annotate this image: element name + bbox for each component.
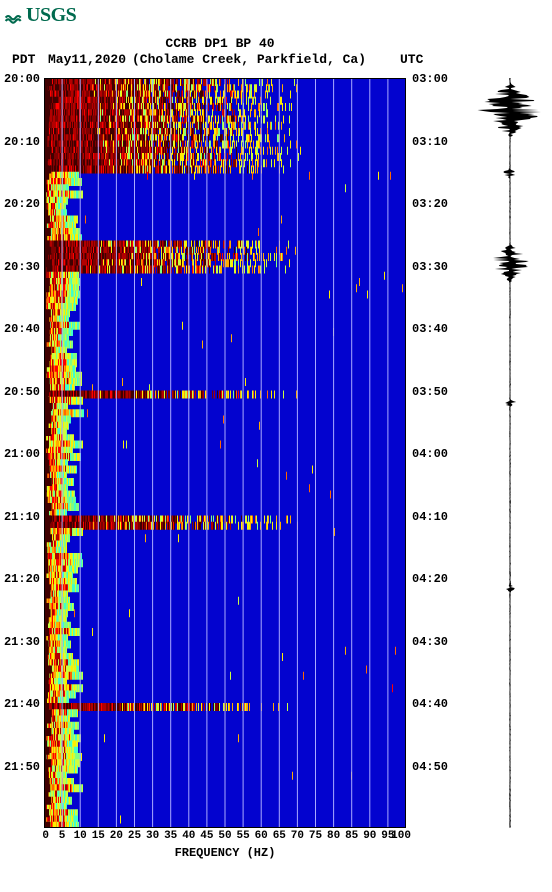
y-right-tick: 04:30 (412, 635, 448, 649)
header-date: May11,2020 (48, 52, 126, 67)
x-tick: 55 (236, 830, 249, 842)
x-axis-label: FREQUENCY (HZ) (44, 846, 406, 860)
y-left-tick: 20:20 (4, 197, 40, 211)
y-right-tick: 04:00 (412, 447, 448, 461)
x-tick: 5 (59, 830, 66, 842)
x-tick: 80 (327, 830, 340, 842)
page-root: USGS CCRB DP1 BP 40 PDT May11,2020 (Chol… (0, 0, 552, 892)
y-left-tick: 21:00 (4, 447, 40, 461)
tz-right: UTC (400, 52, 423, 67)
y-left-tick: 20:50 (4, 385, 40, 399)
y-axis-right: 03:0003:1003:2003:3003:4003:5004:0004:10… (410, 78, 460, 828)
y-axis-left: 20:0020:1020:2020:3020:4020:5021:0021:10… (0, 78, 42, 828)
x-tick: 30 (146, 830, 159, 842)
y-left-tick: 21:20 (4, 572, 40, 586)
y-left-tick: 20:40 (4, 322, 40, 336)
x-tick: 75 (309, 830, 322, 842)
y-right-tick: 03:10 (412, 135, 448, 149)
x-tick: 90 (363, 830, 376, 842)
y-right-tick: 04:40 (412, 697, 448, 711)
y-right-tick: 04:50 (412, 760, 448, 774)
x-tick: 65 (273, 830, 286, 842)
y-right-tick: 04:10 (412, 510, 448, 524)
usgs-text: USGS (26, 4, 76, 27)
tz-left: PDT (12, 52, 35, 67)
y-right-tick: 04:20 (412, 572, 448, 586)
x-tick: 10 (74, 830, 87, 842)
x-tick: 40 (182, 830, 195, 842)
y-left-tick: 20:10 (4, 135, 40, 149)
usgs-logo: USGS (4, 4, 98, 32)
spectrogram-plot (44, 78, 406, 828)
y-left-tick: 21:10 (4, 510, 40, 524)
y-left-tick: 21:50 (4, 760, 40, 774)
y-left-tick: 20:30 (4, 260, 40, 274)
x-tick: 0 (42, 830, 49, 842)
wave-icon (4, 6, 24, 26)
x-tick: 70 (291, 830, 304, 842)
chart-title: CCRB DP1 BP 40 (0, 36, 440, 51)
y-right-tick: 03:20 (412, 197, 448, 211)
spectrogram-canvas (44, 78, 406, 828)
x-tick: 45 (200, 830, 213, 842)
x-tick: 50 (218, 830, 231, 842)
seismograph-trace (470, 78, 550, 828)
x-axis: 0510152025303540455055606570758085909510… (44, 830, 406, 846)
y-right-tick: 03:50 (412, 385, 448, 399)
y-left-tick: 21:30 (4, 635, 40, 649)
x-tick: 15 (92, 830, 105, 842)
x-tick: 85 (345, 830, 358, 842)
y-left-tick: 20:00 (4, 72, 40, 86)
y-right-tick: 03:30 (412, 260, 448, 274)
y-right-tick: 03:00 (412, 72, 448, 86)
header-location: (Cholame Creek, Parkfield, Ca) (132, 52, 366, 67)
x-tick: 60 (255, 830, 268, 842)
x-tick: 35 (164, 830, 177, 842)
x-tick: 100 (391, 830, 411, 842)
x-tick: 20 (110, 830, 123, 842)
x-tick: 25 (128, 830, 141, 842)
y-left-tick: 21:40 (4, 697, 40, 711)
y-right-tick: 03:40 (412, 322, 448, 336)
